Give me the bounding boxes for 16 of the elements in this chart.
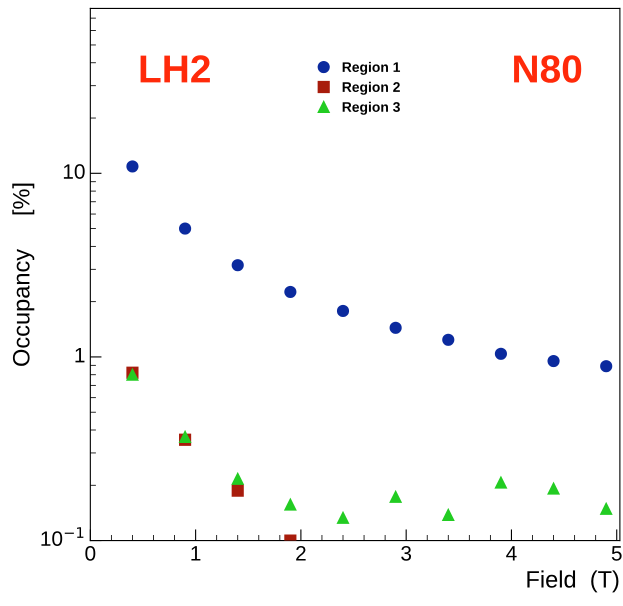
x-tick-label: 5	[612, 546, 622, 561]
x-tick-label: 1	[191, 546, 200, 561]
x-tick-label: 3	[401, 546, 412, 561]
legend-label: Region 3	[342, 102, 400, 115]
y-tick-label: 1	[75, 348, 84, 362]
x-tick-label: 4	[506, 546, 517, 561]
y-axis-title: Occupancy [%]	[12, 184, 34, 366]
annotation: N80	[514, 55, 582, 83]
x-tick-label: 0	[85, 546, 96, 561]
y-tick-label: 10$^{−1}$	[41, 527, 84, 546]
x-axis-title: Field (T)	[527, 570, 618, 592]
annotation: LH2	[140, 55, 210, 82]
legend-label: Region 1	[342, 62, 400, 75]
y-tick-label: 10	[64, 164, 85, 179]
legend-label: Region 2	[342, 82, 400, 95]
x-tick-label: 2	[296, 546, 306, 561]
